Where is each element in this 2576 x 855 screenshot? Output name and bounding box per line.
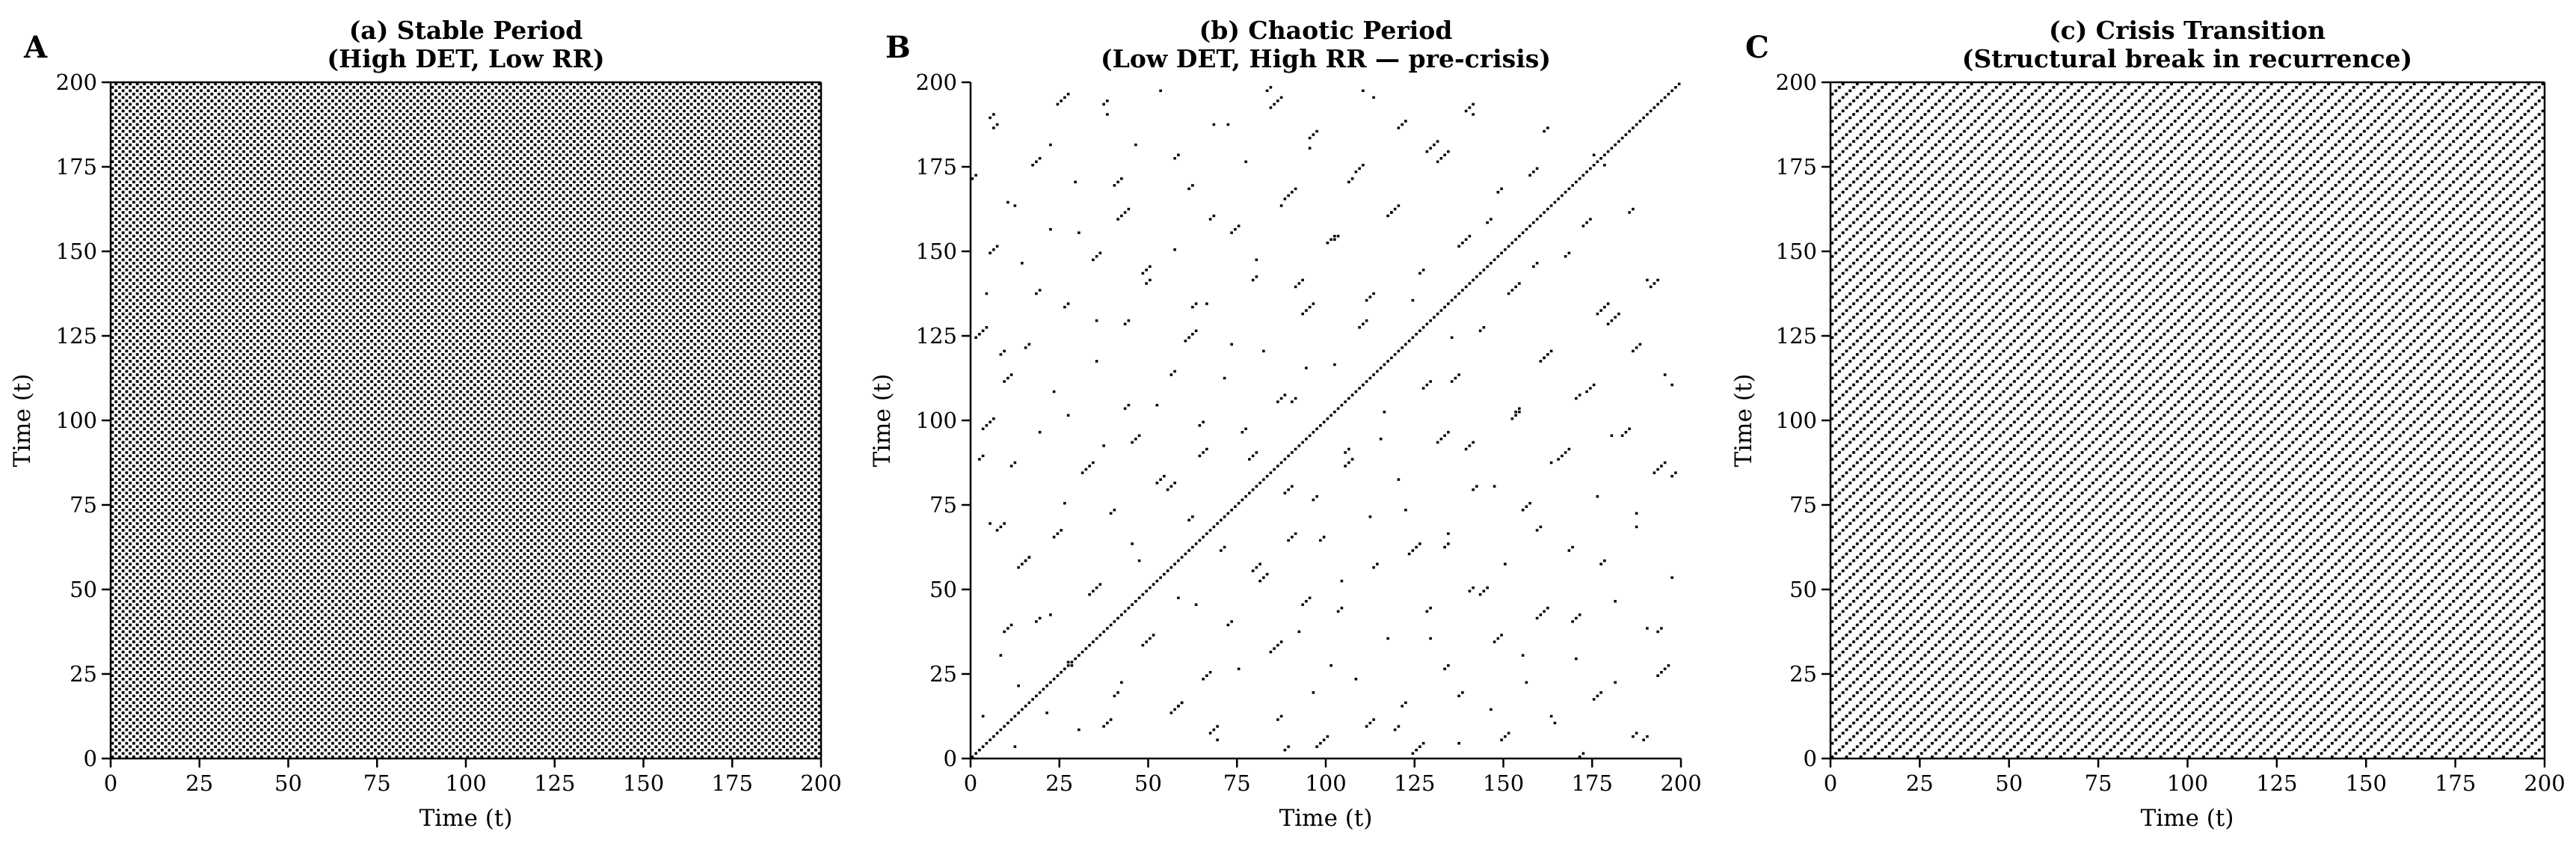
x-tick-label: 0 bbox=[103, 770, 118, 796]
y-tick-label: 50 bbox=[70, 577, 97, 602]
y-tick-label: 25 bbox=[1789, 661, 1817, 687]
y-tick-label: 175 bbox=[915, 154, 957, 180]
y-tick-label: 175 bbox=[55, 154, 97, 180]
y-tick-label: 150 bbox=[915, 239, 957, 264]
y-tick-label: 200 bbox=[1775, 70, 1817, 95]
y-tick-label: 125 bbox=[55, 323, 97, 349]
y-tick-label: 100 bbox=[1775, 408, 1817, 433]
panel-c-title-line2: (Structural break in recurrence) bbox=[1961, 44, 2413, 73]
x-tick-label: 200 bbox=[1660, 770, 1702, 796]
x-tick-label: 50 bbox=[274, 770, 302, 796]
x-tick-label: 0 bbox=[1823, 770, 1838, 796]
panel-a-title: (a) Stable Period (High DET, Low RR) bbox=[327, 16, 604, 73]
panel-a-title-line2: (High DET, Low RR) bbox=[327, 44, 605, 73]
x-tick-label: 75 bbox=[363, 770, 391, 796]
x-tick-label: 100 bbox=[2166, 770, 2209, 796]
panel-letter-b: B bbox=[885, 30, 911, 65]
x-tick-label: 75 bbox=[1223, 770, 1251, 796]
y-tick-label: 200 bbox=[915, 70, 957, 95]
panel-letter-a: A bbox=[24, 30, 48, 65]
panel-b-title-line2: (Low DET, High RR — pre-crisis) bbox=[1101, 44, 1551, 73]
x-tick-label: 200 bbox=[800, 770, 842, 796]
y-tick-label: 0 bbox=[83, 746, 97, 771]
y-tick-label: 75 bbox=[1789, 492, 1817, 518]
y-tick-label: 125 bbox=[915, 323, 957, 349]
y-axis-label-b: Time (t) bbox=[869, 373, 896, 468]
x-tick-label: 125 bbox=[1394, 770, 1436, 796]
y-tick-label: 50 bbox=[929, 577, 957, 602]
x-tick-label: 25 bbox=[1905, 770, 1934, 796]
x-tick-label: 0 bbox=[963, 770, 978, 796]
panel-b-title-line1: (b) Chaotic Period bbox=[1199, 16, 1453, 45]
x-tick-label: 125 bbox=[534, 770, 576, 796]
x-tick-label: 50 bbox=[1995, 770, 2023, 796]
panel-c-title: (c) Crisis Transition (Structural break … bbox=[1962, 16, 2412, 73]
y-tick-label: 50 bbox=[1789, 577, 1817, 602]
y-tick-label: 100 bbox=[915, 408, 957, 433]
panel-b-title: (b) Chaotic Period (Low DET, High RR — p… bbox=[1101, 16, 1551, 73]
y-tick-label: 150 bbox=[1775, 239, 1817, 264]
y-tick-label: 200 bbox=[55, 70, 97, 95]
x-tick-label: 100 bbox=[445, 770, 487, 796]
recurrence-plot-a bbox=[102, 81, 823, 767]
panel-letter-c: C bbox=[1745, 30, 1769, 65]
x-tick-label: 150 bbox=[2345, 770, 2387, 796]
x-tick-label: 25 bbox=[185, 770, 214, 796]
y-tick-label: 0 bbox=[1803, 746, 1817, 771]
x-tick-label: 200 bbox=[2524, 770, 2566, 796]
y-axis-label-a: Time (t) bbox=[9, 373, 36, 468]
x-tick-label: 175 bbox=[2434, 770, 2477, 796]
panel-a: A (a) Stable Period (High DET, Low RR) 0… bbox=[0, 0, 860, 855]
x-tick-label: 175 bbox=[711, 770, 753, 796]
x-tick-label: 75 bbox=[2084, 770, 2112, 796]
x-tick-label: 125 bbox=[2256, 770, 2298, 796]
y-tick-label: 75 bbox=[929, 492, 957, 518]
recurrence-plot-b bbox=[962, 81, 1682, 767]
x-tick-label: 150 bbox=[1482, 770, 1525, 796]
y-tick-label: 75 bbox=[70, 492, 97, 518]
x-tick-label: 25 bbox=[1045, 770, 1074, 796]
y-tick-label: 100 bbox=[55, 408, 97, 433]
x-axis-label-a: Time (t) bbox=[419, 805, 513, 832]
x-tick-label: 50 bbox=[1134, 770, 1162, 796]
y-tick-label: 0 bbox=[943, 746, 957, 771]
x-axis-label-c: Time (t) bbox=[2140, 805, 2234, 832]
recurrence-plot-c bbox=[1822, 81, 2546, 767]
y-tick-label: 150 bbox=[55, 239, 97, 264]
y-tick-label: 25 bbox=[70, 661, 97, 687]
x-axis-label-b: Time (t) bbox=[1279, 805, 1373, 832]
y-tick-label: 125 bbox=[1775, 323, 1817, 349]
y-tick-label: 175 bbox=[1775, 154, 1817, 180]
panel-c-title-line1: (c) Crisis Transition bbox=[2049, 16, 2326, 45]
y-tick-label: 25 bbox=[929, 661, 957, 687]
panel-a-title-line1: (a) Stable Period bbox=[348, 16, 583, 45]
x-tick-label: 175 bbox=[1571, 770, 1613, 796]
y-axis-label-c: Time (t) bbox=[1730, 373, 1757, 468]
x-tick-label: 150 bbox=[622, 770, 665, 796]
x-tick-label: 100 bbox=[1305, 770, 1347, 796]
